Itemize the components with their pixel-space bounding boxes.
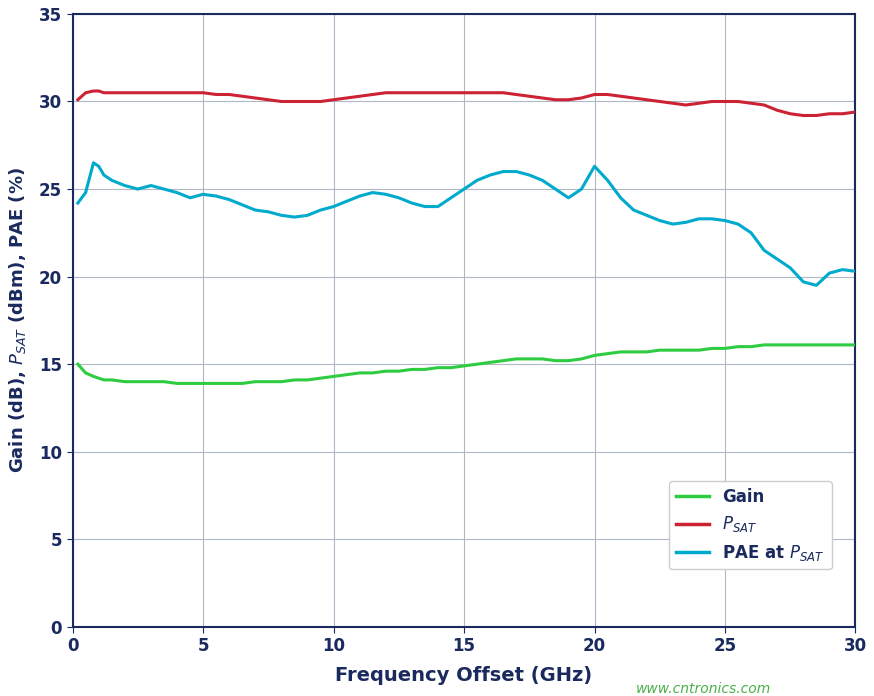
Text: www.cntronics.com: www.cntronics.com xyxy=(636,682,772,696)
X-axis label: Frequency Offset (GHz): Frequency Offset (GHz) xyxy=(336,666,593,686)
Y-axis label: Gain (dB), $P_{SAT}$ (dBm), PAE (%): Gain (dB), $P_{SAT}$ (dBm), PAE (%) xyxy=(7,168,28,473)
Legend: Gain, $P_{SAT}$, PAE at $P_{SAT}$: Gain, $P_{SAT}$, PAE at $P_{SAT}$ xyxy=(669,482,831,569)
